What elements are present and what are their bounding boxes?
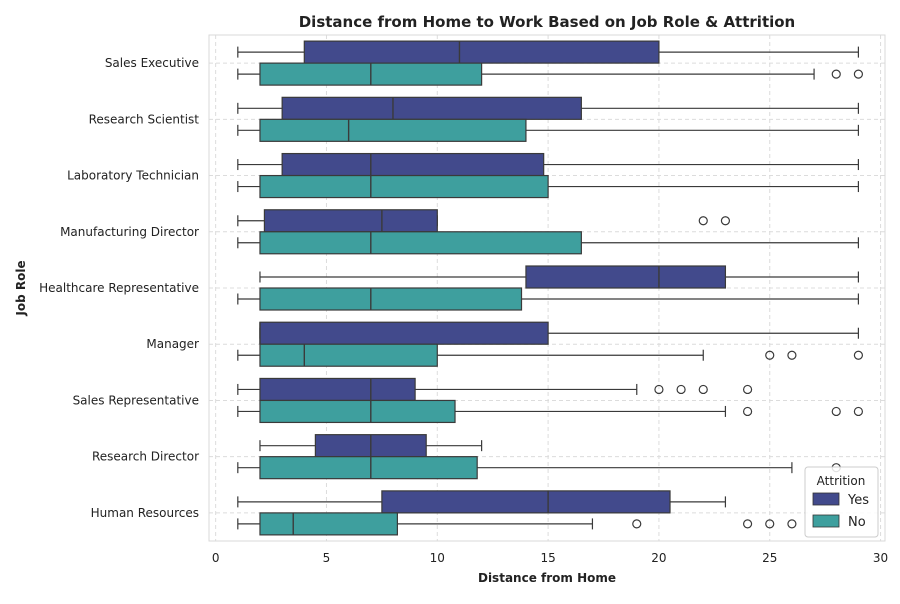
iqr-box [303,40,660,64]
outlier-point [831,69,841,79]
iqr-box [259,377,416,402]
iqr-box [525,265,727,289]
iqr-box [259,343,438,367]
box-yes [237,152,860,177]
x-axis-label: Distance from Home [478,571,616,585]
x-tick-label: 5 [323,551,331,565]
plot-area-frame [208,34,886,542]
iqr-box [259,118,527,142]
legend-swatch-yes [812,492,840,506]
legend-swatch-no [812,514,840,528]
iqr-box [259,231,582,255]
box-no [237,62,864,86]
y-tick-label: Healthcare Representative [39,281,199,295]
box-no [237,231,860,255]
outlier-point [742,519,753,529]
y-tick-label: Human Resources [91,506,199,520]
iqr-box [259,287,523,311]
y-tick-label: Research Scientist [89,112,200,126]
box-no [237,456,841,480]
outlier-point [853,406,864,417]
y-axis: Sales Executive Research Scientist Laborat… [39,56,199,520]
box-yes [237,96,860,120]
outlier-point [787,519,797,529]
iqr-box [259,456,478,480]
iqr-box [381,490,671,514]
iqr-box [263,209,438,233]
x-tick-label: 15 [540,551,555,565]
x-tick-label: 20 [651,551,666,565]
outlier-point [698,384,708,395]
iqr-box [259,321,549,345]
box-yes [237,490,727,514]
outlier-point [853,350,864,360]
y-tick-label: Research Director [92,450,199,464]
y-axis-label: Job Role [14,260,28,316]
box-yes [237,40,860,64]
y-tick-label: Sales Representative [73,393,199,407]
iqr-box [259,512,398,536]
box-no [237,118,860,142]
x-tick-label: 30 [873,551,888,565]
y-tick-label: Laboratory Technician [67,169,199,183]
outlier-point [632,519,642,529]
legend-label-no: No [848,515,866,530]
y-tick-label: Manufacturing Director [60,225,199,239]
box-series [237,40,864,536]
y-tick-label: Sales Executive [105,56,199,70]
x-axis: 0 5 10 15 20 25 30 [212,551,888,565]
outlier-point [765,350,775,360]
iqr-box [281,96,582,120]
outlier-point [765,519,775,529]
box-no [237,343,864,367]
box-yes [259,434,483,458]
x-tick-label: 0 [212,551,220,565]
iqr-box [259,174,549,199]
legend: Attrition Yes No [804,466,879,538]
iqr-box [259,399,456,424]
x-tick-label: 10 [430,551,445,565]
outlier-point [676,384,686,395]
box-no [237,174,860,199]
legend-label-yes: Yes [847,493,869,508]
outlier-point [742,406,753,417]
box-yes [259,321,860,345]
chart-title: Distance from Home to Work Based on Job … [299,13,796,31]
box-yes [237,377,753,402]
box-yes [237,209,731,233]
box-no [237,512,797,536]
outlier-point [831,406,841,417]
outlier-point [787,350,797,360]
outlier-point [853,69,864,79]
outlier-point [654,384,664,395]
x-tick-label: 25 [762,551,777,565]
y-tick-label: Manager [146,337,199,351]
iqr-box [281,152,545,177]
legend-title: Attrition [817,474,866,488]
outlier-point [698,216,708,226]
box-no [237,399,864,424]
box-no [237,287,860,311]
outlier-point [742,384,753,395]
outlier-point [720,216,731,226]
box-yes [259,265,860,289]
